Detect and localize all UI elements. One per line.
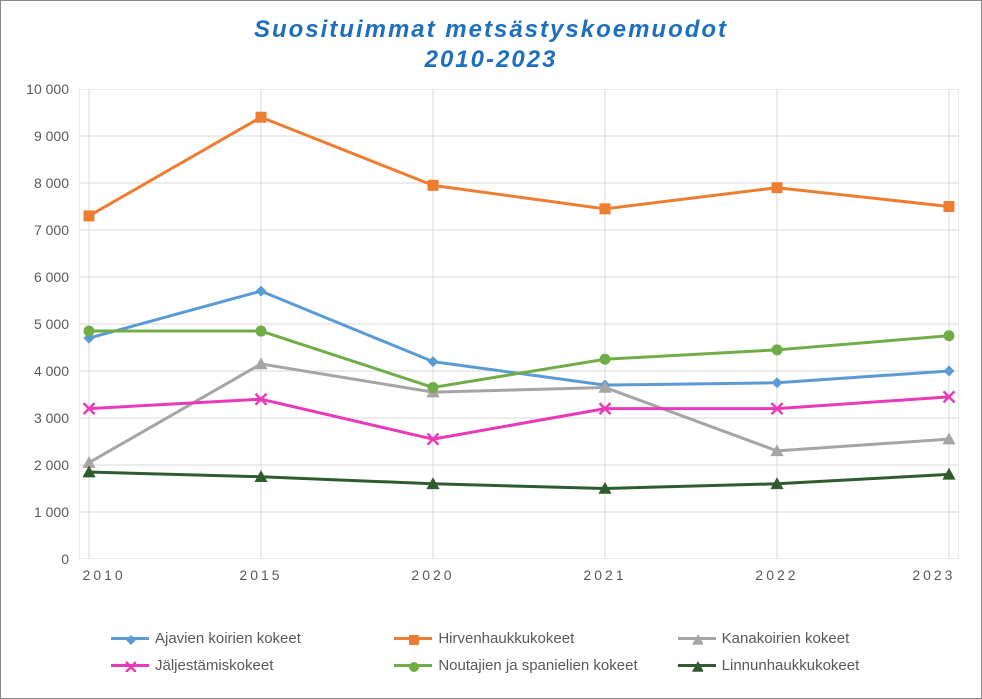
legend-item: Jäljestämiskokeet [111, 657, 384, 674]
y-axis-label: 0 [61, 551, 69, 567]
series-marker [256, 112, 267, 123]
series-marker [256, 286, 267, 297]
legend-label: Noutajien ja spanielien kokeet [438, 657, 637, 674]
x-axis-label: 2023 [912, 567, 955, 583]
series-marker [944, 201, 955, 212]
series-marker [428, 356, 439, 367]
series-marker [256, 326, 267, 337]
legend-label: Linnunhaukkukokeet [722, 657, 860, 674]
legend-label: Ajavien koirien kokeet [155, 630, 301, 647]
y-axis-label: 8 000 [34, 175, 69, 191]
series-marker [84, 326, 95, 337]
title-line-1: Suosituimmat metsästyskoemuodot [254, 16, 728, 43]
title-line-2: 2010-2023 [425, 46, 558, 73]
legend-item: Kanakoirien kokeet [678, 630, 951, 647]
y-axis-label: 1 000 [34, 504, 69, 520]
plot-area [79, 89, 959, 559]
legend-item: Ajavien koirien kokeet [111, 630, 384, 647]
plot-svg [79, 89, 959, 559]
series-marker [84, 210, 95, 221]
series-marker [944, 366, 955, 377]
series-marker [600, 203, 611, 214]
legend-label: Jäljestämiskokeet [155, 657, 273, 674]
legend-line-icon [394, 664, 432, 667]
x-axis-label: 2021 [583, 567, 626, 583]
legend-line-icon [111, 637, 149, 640]
x-axis-label: 2022 [755, 567, 798, 583]
y-axis-label: 3 000 [34, 410, 69, 426]
series-marker [428, 382, 439, 393]
y-axis-label: 9 000 [34, 128, 69, 144]
y-axis-label: 2 000 [34, 457, 69, 473]
legend-label: Kanakoirien kokeet [722, 630, 850, 647]
x-axis-label: 2015 [239, 567, 282, 583]
x-axis-label: 2020 [411, 567, 454, 583]
legend-item: Hirvenhaukkukokeet [394, 630, 667, 647]
y-axis-label: 7 000 [34, 222, 69, 238]
series-line [89, 472, 949, 488]
legend-line-icon [111, 664, 149, 667]
y-axis-label: 10 000 [26, 81, 69, 97]
chart-container: Suosituimmat metsästyskoemuodot 2010-202… [0, 0, 982, 699]
legend-item: Linnunhaukkukokeet [678, 657, 951, 674]
chart-title: Suosituimmat metsästyskoemuodot 2010-202… [1, 15, 981, 75]
legend: Ajavien koirien kokeet Hirvenhaukkukokeet… [111, 630, 951, 674]
y-axis-label: 4 000 [34, 363, 69, 379]
series-marker [772, 182, 783, 193]
series-marker [428, 180, 439, 191]
y-axis-label: 6 000 [34, 269, 69, 285]
legend-line-icon [678, 637, 716, 640]
legend-line-icon [394, 637, 432, 640]
series-marker [772, 344, 783, 355]
series-marker [600, 354, 611, 365]
series-marker [944, 330, 955, 341]
legend-line-icon [678, 664, 716, 667]
series-line [89, 117, 949, 216]
series-marker [772, 377, 783, 388]
x-axis-label: 2010 [83, 567, 126, 583]
legend-label: Hirvenhaukkukokeet [438, 630, 574, 647]
legend-item: Noutajien ja spanielien kokeet [394, 657, 667, 674]
y-axis-label: 5 000 [34, 316, 69, 332]
